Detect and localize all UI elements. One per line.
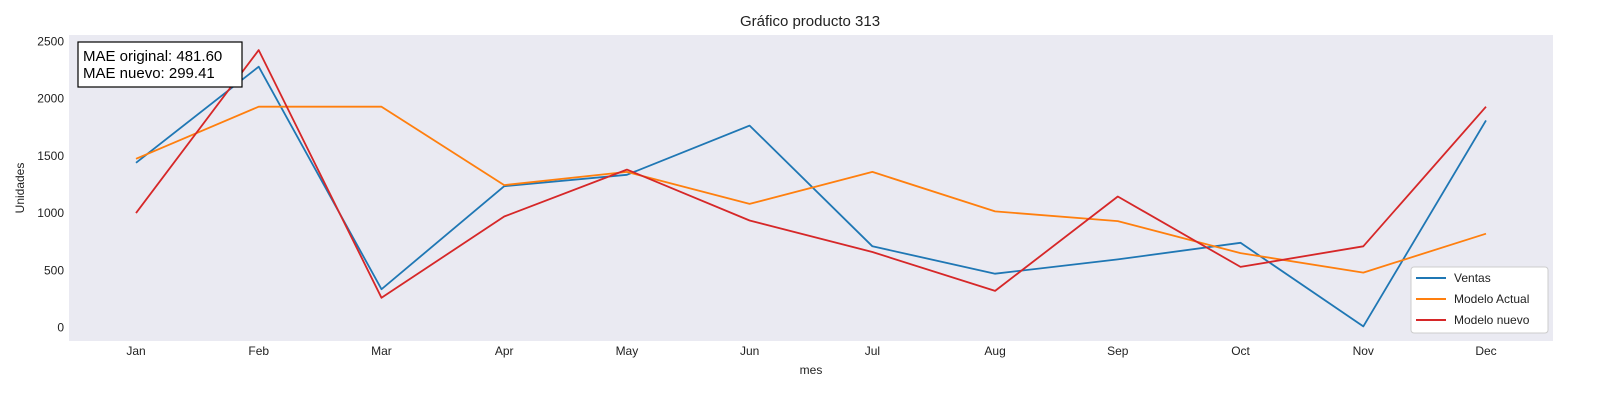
annotation-box <box>77 41 243 88</box>
x-tick-label: Mar <box>371 344 392 358</box>
legend-label-modelo-actual: Modelo Actual <box>1454 292 1529 306</box>
y-tick-label: 2500 <box>37 35 64 49</box>
x-tick-label: Oct <box>1231 344 1250 358</box>
legend-label-ventas: Ventas <box>1454 271 1491 285</box>
mae-annotation: MAE original: 481.60 MAE nuevo: 299.41 <box>77 41 243 88</box>
x-tick-label: Jul <box>865 344 880 358</box>
y-tick-label: 2000 <box>37 92 64 106</box>
x-tick-label: Jan <box>126 344 145 358</box>
x-tick-label: Sep <box>1107 344 1129 358</box>
x-tick-label: Jun <box>740 344 759 358</box>
y-tick-label: 500 <box>44 263 64 277</box>
chart-title: Gráfico producto 313 <box>740 13 880 30</box>
x-axis-ticks: Jan Feb Mar Apr May Jun Jul Aug Sep Oct Nov Dec <box>126 344 1496 358</box>
series-lines <box>135 49 1487 328</box>
series-line-modelo-nuevo <box>135 49 1487 299</box>
legend-label-modelo-nuevo: Modelo nuevo <box>1454 313 1530 327</box>
annotation-line-1: MAE original: 481.60 <box>83 48 222 65</box>
x-tick-label: May <box>616 344 639 358</box>
series-line-modelo-actual <box>135 105 1487 274</box>
x-tick-label: Feb <box>248 344 269 358</box>
annotation-line-2: MAE nuevo: 299.41 <box>83 65 215 82</box>
x-tick-label: Apr <box>495 344 514 358</box>
x-axis-label: mes <box>800 363 823 377</box>
y-tick-label: 0 <box>57 321 64 335</box>
y-tick-label: 1500 <box>37 149 64 163</box>
y-tick-label: 1000 <box>37 206 64 220</box>
y-axis-label: Unidades <box>13 163 27 214</box>
legend-box <box>1410 266 1549 334</box>
x-tick-label: Dec <box>1475 344 1496 358</box>
x-tick-label: Aug <box>984 344 1005 358</box>
legend: Ventas Modelo Actual Modelo nuevo <box>1410 266 1549 334</box>
y-axis-ticks: 0 500 1000 1500 2000 2500 <box>37 35 64 335</box>
x-tick-label: Nov <box>1353 344 1374 358</box>
